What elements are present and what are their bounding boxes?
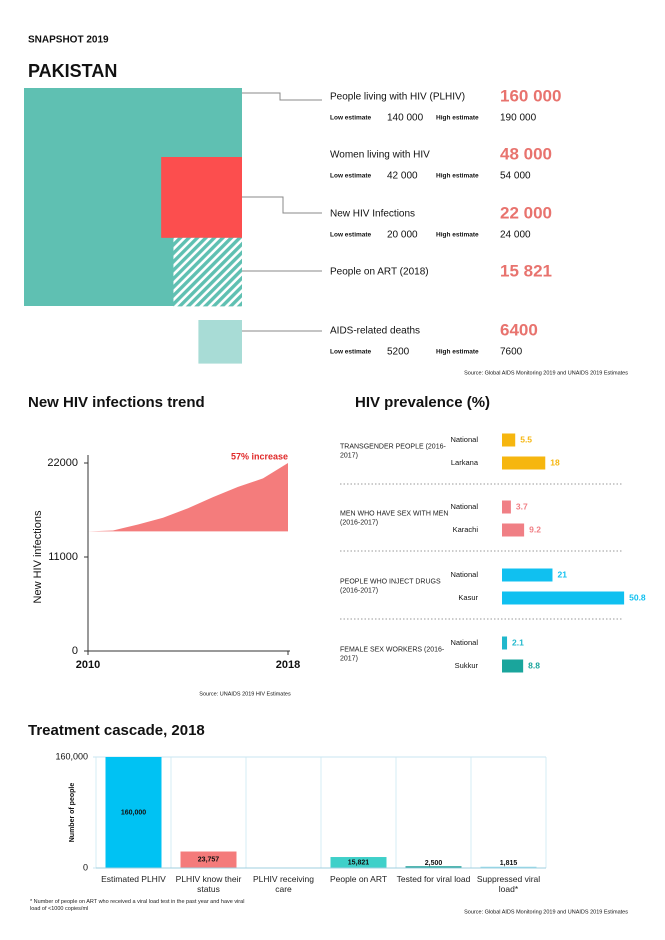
category-label: National — [450, 638, 478, 647]
value-label: 9.2 — [529, 524, 541, 534]
high-value: 24 000 — [500, 230, 531, 241]
high-label: High estimate — [436, 349, 479, 356]
connector — [242, 92, 322, 101]
value-label: 8.8 — [528, 660, 540, 670]
y-axis-label: Number of people — [69, 783, 76, 843]
bar — [105, 757, 162, 868]
low-label: Low estimate — [330, 232, 372, 239]
bar — [180, 851, 237, 868]
chart-title: HIV prevalence (%) — [355, 394, 490, 411]
category-label: Larkana — [451, 458, 479, 467]
x-tick-label: People on ART — [329, 874, 388, 884]
value-label: 1,815 — [500, 860, 518, 867]
page-title: PAKISTAN — [28, 61, 117, 81]
x-tick-label: Tested for viral load — [396, 874, 471, 884]
low-value: 5200 — [387, 347, 410, 358]
y-tick-label: 11000 — [48, 551, 78, 563]
area-square — [198, 320, 242, 364]
high-label: High estimate — [436, 173, 479, 180]
group-label: FEMALE SEX WORKERS (2016-2017) — [340, 646, 445, 662]
item-label: People living with HIV (PLHIV) — [330, 92, 465, 103]
value-label: 15,821 — [348, 859, 370, 866]
value-label: 50.8 — [629, 592, 646, 602]
x-tick-label: Suppressed viral load* — [476, 874, 541, 894]
item-value: 160 000 — [500, 86, 561, 105]
bar — [502, 500, 511, 514]
group-label: MEN WHO HAVE SEX WITH MEN (2016-2017) — [340, 510, 449, 526]
x-tick-label: 2018 — [276, 659, 300, 671]
low-label: Low estimate — [330, 173, 372, 180]
area-square — [173, 237, 242, 307]
y-tick-label: 0 — [83, 862, 88, 872]
y-tick-label: 22000 — [47, 457, 78, 469]
group-label: PEOPLE WHO INJECT DRUGS (2016-2017) — [340, 578, 441, 594]
high-label: High estimate — [436, 115, 479, 122]
high-value: 190 000 — [500, 113, 537, 124]
group-label: TRANSGENDER PEOPLE (2016-2017) — [340, 443, 446, 459]
item-value: 15 821 — [500, 261, 552, 280]
bar — [480, 866, 537, 868]
chart-title: Treatment cascade, 2018 — [28, 722, 205, 739]
category-label: National — [450, 502, 478, 511]
bar — [502, 456, 546, 470]
item-label: Women living with HIV — [330, 150, 430, 161]
item-label: People on ART (2018) — [330, 267, 429, 278]
high-label: High estimate — [436, 232, 479, 239]
bar — [330, 857, 387, 868]
low-value: 42 000 — [387, 171, 418, 182]
bar — [502, 568, 553, 582]
y-tick-label: 160,000 — [55, 751, 88, 761]
y-tick-label: 0 — [72, 645, 78, 657]
item-value: 22 000 — [500, 203, 552, 222]
bar — [502, 433, 516, 447]
item-value: 6400 — [500, 320, 538, 339]
bar — [405, 866, 462, 868]
chart-title: New HIV infections trend — [28, 394, 205, 411]
value-label: 23,757 — [198, 857, 220, 864]
item-label: New HIV Infections — [330, 209, 415, 220]
kicker: SNAPSHOT 2019 — [28, 35, 109, 46]
value-label: 5.5 — [520, 434, 532, 444]
high-value: 7600 — [500, 347, 523, 358]
category-label: National — [450, 435, 478, 444]
category-label: Karachi — [453, 525, 479, 534]
x-tick-label: PLHIV know their status — [175, 874, 242, 894]
connector — [242, 196, 322, 214]
y-axis-label: New HIV infections — [32, 510, 44, 603]
low-label: Low estimate — [330, 349, 372, 356]
source: Source: Global AIDS Monitoring 2019 and … — [464, 370, 628, 376]
bar — [502, 659, 524, 673]
value-label: 21 — [557, 569, 567, 579]
bar — [502, 591, 625, 605]
category-label: Kasur — [458, 593, 478, 602]
source: Source: Global AIDS Monitoring 2019 and … — [464, 909, 628, 915]
source: Source: UNAIDS 2019 HIV Estimates — [199, 691, 291, 697]
value-label: 2,500 — [425, 860, 443, 867]
bar — [502, 523, 525, 537]
value-label: 160,000 — [121, 809, 146, 816]
low-value: 140 000 — [387, 113, 424, 124]
high-value: 54 000 — [500, 171, 531, 182]
x-tick-label: 2010 — [76, 659, 100, 671]
footnote: * Number of people on ART who received a… — [30, 899, 245, 913]
value-label: 2.1 — [512, 637, 524, 647]
area — [88, 463, 288, 532]
x-tick-label: PLHIV receiving care — [253, 874, 314, 894]
item-label: AIDS-related deaths — [330, 326, 420, 337]
x-tick-label: Estimated PLHIV — [101, 874, 166, 884]
value-label: 3.7 — [516, 501, 528, 511]
low-label: Low estimate — [330, 115, 372, 122]
low-value: 20 000 — [387, 230, 418, 241]
bar — [502, 636, 508, 650]
item-value: 48 000 — [500, 144, 552, 163]
value-label: 18 — [550, 457, 560, 467]
category-label: Sukkur — [455, 661, 479, 670]
category-label: National — [450, 570, 478, 579]
annotation: 57% increase — [231, 451, 288, 461]
area-square — [161, 157, 242, 238]
